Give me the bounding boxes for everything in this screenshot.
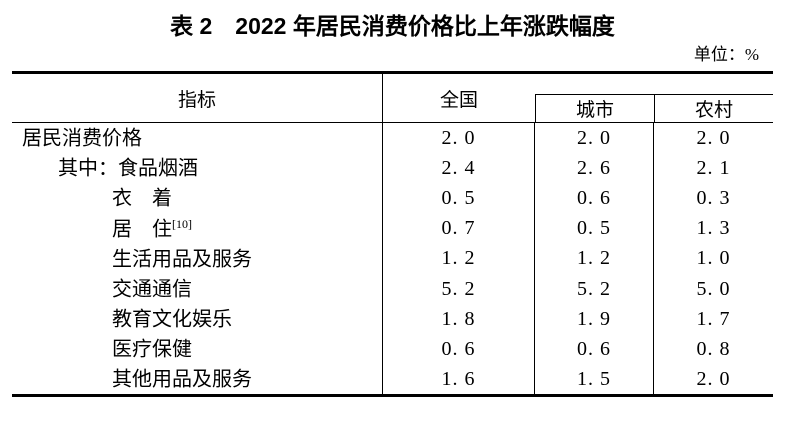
row-label-text: 教育文化娱乐 (112, 308, 232, 331)
row-label-text: 其他用品及服务 (112, 368, 252, 391)
table-row: 交通通信 5. 2 5. 2 5. 0 (12, 273, 773, 304)
cell-city: 2. 6 (535, 153, 654, 184)
cell-national: 0. 6 (383, 333, 535, 364)
table-row: 医疗保健 0. 6 0. 6 0. 8 (12, 333, 773, 364)
column-header-city: 城市 (535, 94, 654, 122)
column-header-rural: 农村 (654, 94, 773, 122)
table-row: 生活用品及服务 1. 2 1. 2 1. 0 (12, 243, 773, 274)
row-label-text: 医疗保健 (112, 338, 192, 361)
row-label-inner: 居 住[10] (112, 218, 192, 240)
table-row: 其他用品及服务 1. 6 1. 5 2. 0 (12, 363, 773, 394)
row-label-text: 交通通信 (112, 278, 192, 301)
cell-national: 2. 0 (383, 123, 535, 154)
row-label-inner: 其他用品及服务 (112, 368, 252, 390)
cell-rural: 0. 3 (696, 187, 731, 210)
table-row: 教育文化娱乐 1. 8 1. 9 1. 7 (12, 303, 773, 334)
row-label-text: 居民消费价格 (22, 127, 142, 150)
row-label-inner: 生活用品及服务 (112, 248, 252, 271)
column-header-city-container: 城市 (535, 74, 654, 122)
column-header-rural-container: 农村 (654, 74, 773, 122)
cell-national: 5. 2 (383, 273, 535, 304)
table-row: 居民消费价格 2. 0 2. 0 2. 0 (12, 123, 773, 154)
unit-label: 单位：% (693, 45, 759, 64)
row-label: 生活用品及服务 (12, 243, 383, 274)
table-header: 指标 全国 城市 农村 (12, 74, 773, 123)
row-label-inner: 教育文化娱乐 (112, 308, 232, 330)
cell-rural: 2. 0 (696, 127, 731, 150)
cell-rural: 2. 0 (696, 367, 731, 390)
cell-city: 0. 6 (535, 183, 654, 214)
row-label-sup: [10] (172, 216, 192, 231)
cell-national: 0. 5 (383, 183, 535, 214)
cell-city: 0. 6 (535, 333, 654, 364)
row-label-inner: 居民消费价格 (22, 127, 142, 149)
cell-rural: 2. 1 (696, 157, 731, 180)
cell-city: 1. 9 (535, 303, 654, 334)
row-label: 其中：食品烟酒 (12, 153, 383, 184)
table-body: 居民消费价格 2. 0 2. 0 2. 0 其中：食品烟酒 2. 4 2. 6 … (12, 123, 773, 394)
cell-city: 1. 5 (535, 363, 654, 394)
row-label: 教育文化娱乐 (12, 303, 383, 334)
row-label-text: 衣 着 (112, 188, 172, 211)
row-label: 其他用品及服务 (12, 363, 383, 394)
cell-rural: 1. 7 (696, 307, 731, 330)
cell-rural: 1. 3 (696, 217, 731, 240)
cell-city: 1. 2 (535, 243, 654, 274)
column-header-indicator: 指标 (12, 74, 383, 122)
row-label-inner: 医疗保健 (112, 338, 192, 360)
row-label-inner: 衣 着 (112, 187, 172, 209)
row-label: 医疗保健 (12, 333, 383, 364)
row-label-inner: 其中：食品烟酒 (58, 157, 198, 179)
cell-national: 0. 7 (383, 213, 535, 244)
cell-city: 0. 5 (535, 213, 654, 244)
table-row: 居 住[10] 0. 7 0. 5 1. 3 (12, 213, 773, 244)
row-prefix: 其中： (58, 157, 118, 180)
row-label-inner: 交通通信 (112, 278, 192, 301)
column-header-national: 全国 (439, 89, 478, 111)
cell-national: 1. 2 (383, 243, 535, 274)
price-change-table: 指标 全国 城市 农村 居民消费价格 2. 0 2. 0 2. 0 其中：食品烟… (12, 71, 773, 397)
cell-city: 5. 2 (535, 273, 654, 304)
cell-rural: 0. 8 (696, 337, 731, 360)
cell-rural: 5. 0 (696, 277, 731, 300)
table-title: 表 2 2022 年居民消费价格比上年涨跌幅度 (170, 13, 615, 39)
row-label: 居 住[10] (12, 213, 383, 244)
row-label: 居民消费价格 (12, 123, 383, 154)
cell-national: 1. 8 (383, 303, 535, 334)
cell-national: 2. 4 (383, 153, 535, 184)
row-label-text: 居 住 (112, 218, 172, 241)
cell-rural: 1. 0 (696, 247, 731, 270)
table-row: 衣 着 0. 5 0. 6 0. 3 (12, 183, 773, 214)
row-label: 交通通信 (12, 273, 383, 304)
cell-national: 1. 6 (383, 363, 535, 394)
row-label-text: 生活用品及服务 (112, 248, 252, 271)
cell-city: 2. 0 (535, 123, 654, 154)
table-row: 其中：食品烟酒 2. 4 2. 6 2. 1 (12, 153, 773, 184)
row-label: 衣 着 (12, 183, 383, 214)
row-label-text: 食品烟酒 (118, 157, 198, 180)
